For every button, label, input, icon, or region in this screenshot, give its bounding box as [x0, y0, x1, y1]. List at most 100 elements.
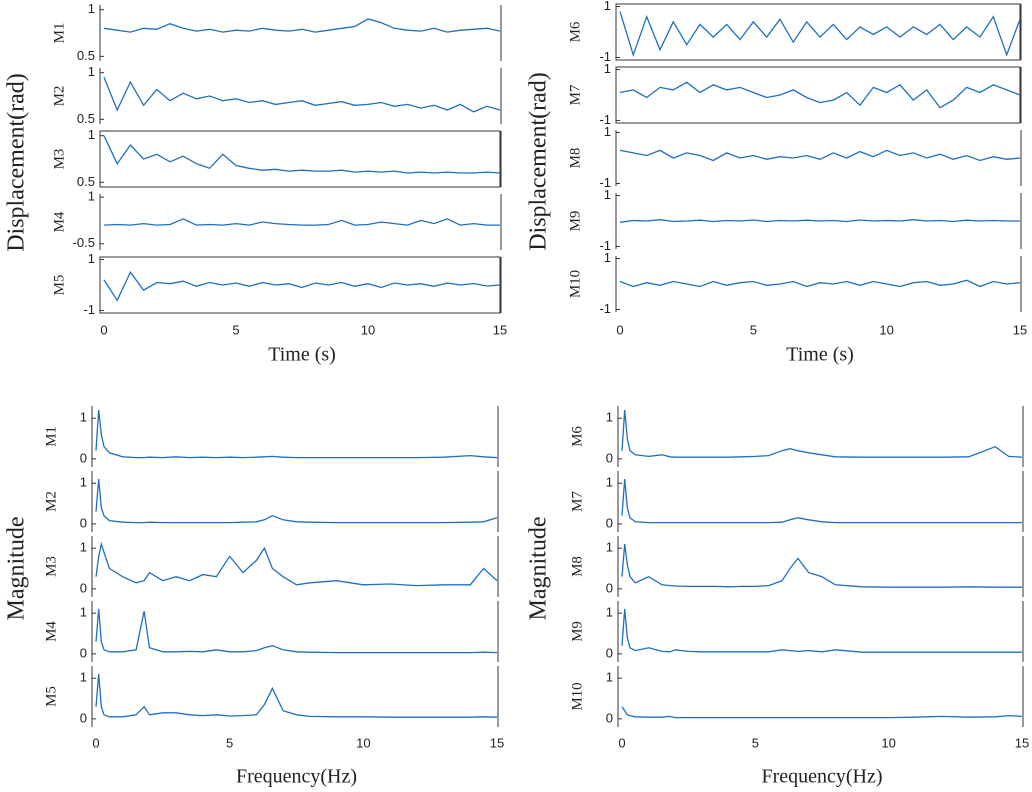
- y-tick-label: 1: [604, 187, 611, 202]
- y-tick-label: 1: [80, 605, 87, 620]
- y-axis-label: Displacement(rad): [4, 73, 30, 252]
- x-tick-label: 5: [752, 735, 759, 750]
- x-tick-label: 10: [361, 322, 375, 337]
- panel-label: M8: [567, 148, 583, 169]
- y-tick-label: 1: [88, 64, 95, 79]
- y-tick-label: 1: [88, 251, 95, 266]
- y-tick-label: 1: [606, 540, 613, 555]
- y-axis-label: Magnitude: [4, 517, 30, 621]
- signal-line: [95, 674, 498, 718]
- y-tick-label: -1: [599, 301, 611, 316]
- panel-label: M6: [567, 21, 583, 42]
- panel-label: M2: [51, 86, 67, 107]
- y-tick-label: 0: [80, 710, 87, 725]
- signal-line: [619, 219, 1020, 223]
- x-tick-label: 5: [232, 322, 239, 337]
- y-tick-label: 0: [80, 515, 87, 530]
- signal-line: [621, 410, 1023, 458]
- x-tick-label: 0: [100, 322, 107, 337]
- panel-label: M2: [43, 491, 59, 512]
- x-axis-label: Time (s): [786, 344, 854, 366]
- signal-line: [95, 541, 498, 587]
- signal-line: [621, 706, 1023, 719]
- y-tick-label: 1: [606, 670, 613, 685]
- x-tick-label: 15: [1015, 735, 1029, 750]
- x-tick-label: 10: [879, 322, 893, 337]
- y-tick-label: -1: [599, 175, 611, 190]
- y-tick-label: 1: [80, 670, 87, 685]
- signal-line: [621, 479, 1022, 524]
- panel-label: M3: [43, 556, 59, 577]
- x-tick-label: 10: [356, 735, 370, 750]
- y-tick-label: -0.5: [73, 235, 95, 250]
- x-tick-label: 0: [616, 322, 623, 337]
- panel-label: M3: [51, 149, 67, 170]
- signal-line: [103, 77, 501, 113]
- signal-line: [103, 271, 501, 302]
- y-tick-label: 1: [604, 250, 611, 265]
- y-tick-label: 0.5: [77, 48, 95, 63]
- y-tick-label: 1: [88, 127, 95, 142]
- y-tick-label: 1: [80, 540, 87, 555]
- x-tick-label: 15: [1013, 322, 1027, 337]
- signal-line: [103, 18, 501, 33]
- y-tick-label: 0: [80, 645, 87, 660]
- panel-label: M9: [569, 621, 585, 642]
- panel-frame: [615, 3, 1021, 61]
- x-axis-label: Time (s): [268, 344, 336, 366]
- x-tick-label: 5: [226, 735, 233, 750]
- y-tick-label: 1: [80, 410, 87, 425]
- y-tick-label: 0.5: [77, 174, 95, 189]
- signal-line: [95, 479, 498, 524]
- signal-line: [619, 81, 1021, 109]
- x-axis-label: Frequency(Hz): [761, 766, 882, 788]
- panel-label: M10: [569, 682, 585, 710]
- x-tick-label: 0: [92, 735, 99, 750]
- panel-label: M8: [569, 556, 585, 577]
- x-tick-label: 0: [618, 735, 625, 750]
- panel-label: M9: [567, 211, 583, 232]
- x-tick-label: 5: [750, 322, 757, 337]
- panel-label: M4: [51, 211, 67, 232]
- x-axis-label: Frequency(Hz): [236, 766, 357, 788]
- y-axis-label: Displacement(rad): [526, 72, 552, 251]
- y-tick-label: -1: [83, 302, 95, 317]
- y-tick-label: 1: [604, 61, 611, 76]
- signal-line: [103, 218, 500, 226]
- y-tick-label: 0: [606, 645, 613, 660]
- panel-label: M6: [569, 426, 585, 447]
- y-tick-label: 0: [606, 710, 613, 725]
- panel-label: M7: [569, 491, 585, 512]
- panel-label: M5: [51, 275, 67, 296]
- y-tick-label: -1: [599, 112, 611, 127]
- y-tick-label: 1: [606, 605, 613, 620]
- signal-line: [619, 149, 1021, 162]
- y-tick-label: 0: [606, 515, 613, 530]
- signal-line: [621, 609, 1022, 653]
- y-tick-label: 1: [604, 124, 611, 139]
- y-tick-label: 0: [606, 580, 613, 595]
- signal-line: [621, 544, 1022, 588]
- y-tick-label: 1: [80, 475, 87, 490]
- x-tick-label: 15: [493, 322, 507, 337]
- panel-label: M10: [567, 270, 583, 298]
- y-tick-label: -1: [599, 238, 611, 253]
- panel-label: M1: [43, 426, 59, 447]
- y-tick-label: 1: [604, 0, 611, 13]
- signal-line: [619, 279, 1021, 288]
- y-tick-label: 0: [80, 450, 87, 465]
- y-tick-label: 0.5: [77, 111, 95, 126]
- y-axis-label: Magnitude: [526, 517, 552, 621]
- signal-line: [95, 410, 498, 459]
- x-tick-label: 15: [490, 735, 504, 750]
- y-tick-label: 0: [606, 450, 613, 465]
- signal-line: [95, 609, 498, 654]
- signal-line: [103, 135, 501, 174]
- panel-label: M5: [43, 686, 59, 707]
- y-tick-label: 1: [88, 1, 95, 16]
- panel-label: M1: [51, 23, 67, 44]
- y-tick-label: 1: [88, 189, 95, 204]
- signal-line: [619, 11, 1021, 57]
- y-tick-label: 0: [80, 580, 87, 595]
